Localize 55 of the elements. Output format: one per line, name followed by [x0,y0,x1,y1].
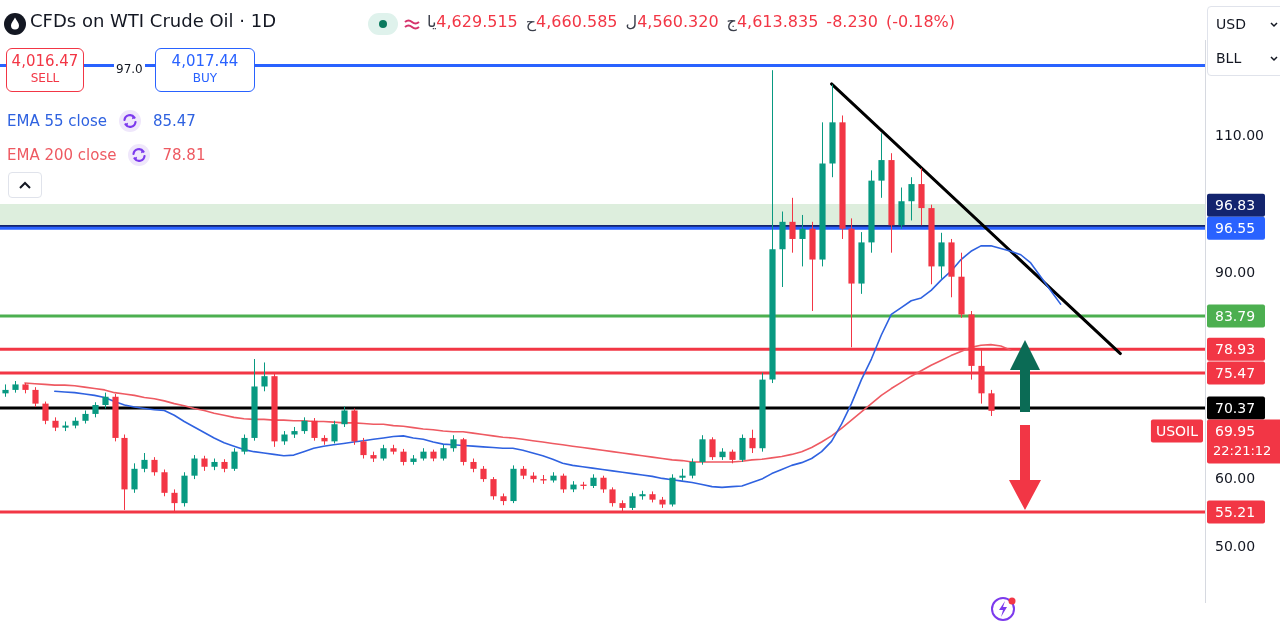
chart-title: CFDs on WTI Crude Oil · 1D [30,10,277,32]
unit-selector: USD BLL [1207,6,1280,76]
text: 22:21:12 [1213,443,1272,459]
candlestick [739,434,746,463]
y-tick-label: 60.00 [1215,469,1256,486]
ref-line-label: 75.47 [1215,364,1256,381]
y-tick-label: 50.00 [1215,538,1256,555]
candlestick [42,401,49,425]
candlestick [191,454,198,480]
candlestick [799,214,806,267]
candlestick [689,458,696,479]
candlestick [908,176,915,221]
candlestick [360,437,367,460]
candlestick [490,476,497,501]
text: EMA 200 close [7,146,117,164]
candlestick [311,417,318,442]
ref-line-label: 83.79 [1215,307,1256,324]
annotation: USOIL [1155,422,1199,439]
candlestick [331,420,338,444]
annotation: 78.81 [162,146,206,164]
text: EMA 55 close [7,112,107,130]
annotation: SELL [29,70,61,86]
candlestick [141,452,148,473]
candlestick [460,437,467,466]
candlestick [789,197,796,254]
candlestick [161,469,168,497]
candlestick [151,456,158,477]
ref-line-label: 96.83 [1215,196,1256,213]
candlestick [241,434,248,455]
candlestick [699,434,706,466]
candlestick [131,462,138,494]
candlestick [560,473,567,494]
candlestick [878,132,885,199]
ref-line-label: 78.93 [1215,340,1256,357]
y-tick-label: 90.00 [1215,263,1256,280]
candlestick [709,436,716,461]
candlestick [32,386,39,408]
ref-line-label: 70.37 [1215,399,1256,416]
buy-button: 4,017.44 BUY [155,48,255,92]
candlestick [261,361,268,392]
ref-line-label: 55.21 [1215,503,1256,520]
sell-button: 4,016.47 SELL [6,48,84,92]
text: 69.95 [1215,422,1256,439]
candlestick [749,429,756,454]
annotation: 85.47 [152,112,196,130]
candlestick [341,405,348,428]
annotation: 4,017.44 [170,52,240,70]
y-tick-label: 110.00 [1215,126,1264,143]
candlestick [609,486,616,508]
ref-line-label: 96.55 [1215,219,1256,236]
annotation: 4,016.47 [10,52,80,70]
annotation: 97.0 [114,61,145,77]
candlestick [988,389,995,417]
candlestick [231,447,238,472]
annotation: BUY [191,70,219,86]
